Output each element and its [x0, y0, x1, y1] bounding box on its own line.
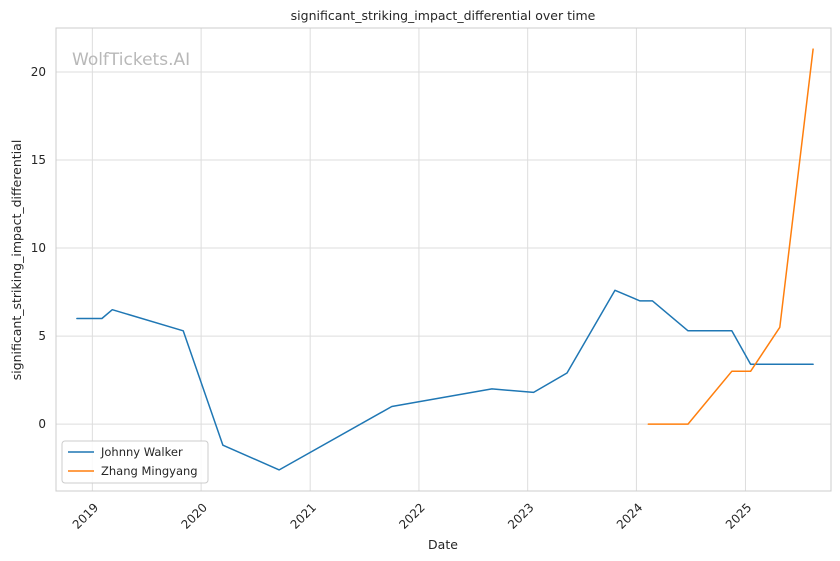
y-axis-ticks: 0 5 10 15 20: [31, 65, 46, 431]
watermark: WolfTickets.AI: [72, 50, 190, 70]
y-tick-label-0: 0: [38, 417, 46, 431]
legend-label-zhang-mingyang: Zhang Mingyang: [101, 464, 198, 478]
y-tick-label-15: 15: [31, 153, 46, 167]
y-tick-label-10: 10: [31, 241, 46, 255]
chart-title: significant_striking_impact_differential…: [291, 8, 596, 23]
plot-frame: [55, 27, 832, 492]
y-tick-label-20: 20: [31, 65, 46, 79]
legend-label-johnny-walker: Johnny Walker: [100, 445, 183, 459]
x-axis-label: Date: [428, 537, 458, 552]
legend-box: [61, 440, 209, 484]
legend: Johnny Walker Zhang Mingyang: [61, 440, 209, 484]
series-lines: [76, 48, 814, 471]
series-line-zhang-mingyang: [647, 48, 814, 425]
y-axis-label: significant_striking_impact_differential: [9, 140, 24, 381]
series-line-johnny-walker: [76, 289, 814, 471]
y-tick-label-5: 5: [38, 329, 46, 343]
